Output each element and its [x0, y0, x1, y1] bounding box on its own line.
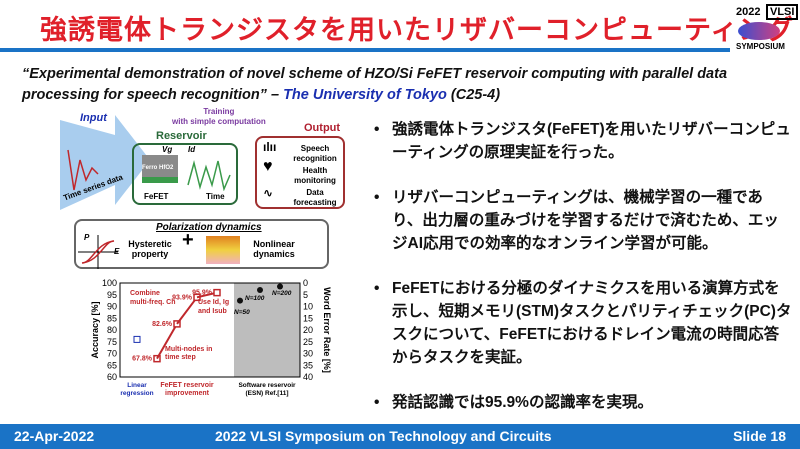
output-label: Output — [304, 122, 341, 134]
accuracy-chart: 10095908580757065600510152025303540Accur… — [90, 278, 332, 397]
y-tick-label: 90 — [107, 302, 117, 312]
fefet-data-label: 67.8% — [132, 356, 153, 363]
annotation: Combine multi-freq. Ch — [130, 290, 176, 306]
affiliation: The University of Tokyo — [283, 87, 447, 103]
training-label: Training with simple computation — [172, 107, 266, 126]
y-tick-label: 80 — [107, 325, 117, 335]
paper-code: (C25-4) — [446, 87, 501, 103]
software-data-label: N=100 — [245, 295, 265, 302]
software-point — [257, 287, 263, 294]
footer-date: 22-Apr-2022 — [14, 428, 95, 444]
annotation: Use Id, Ig and Isub — [198, 299, 229, 315]
nonlinear-label: Nonlinear dynamics — [253, 239, 295, 259]
logo-brand: VLSI — [766, 4, 799, 20]
software-point — [277, 283, 283, 290]
fefet-point — [213, 288, 221, 297]
p-label: P — [84, 233, 90, 242]
linear-point — [133, 335, 141, 343]
vg-label: Vg — [162, 145, 173, 154]
y2-tick-label: 40 — [303, 372, 313, 382]
logo-disk-icon — [738, 22, 780, 40]
bullet-list: 強誘電体トランジスタ(FeFET)を用いたリザバーコンピューティングの原理実証を… — [372, 118, 792, 436]
logo-text: SYMPOSIUM — [736, 42, 785, 51]
title-rule — [0, 48, 730, 52]
current-trace-icon — [187, 160, 231, 191]
hysteresis-icon — [78, 235, 118, 269]
heart-icon: ♥ — [263, 158, 273, 175]
software-data-label: N=50 — [234, 309, 250, 316]
bullet-item: 発話認識では95.9%の認識率を実現。 — [372, 391, 792, 414]
domain-image — [206, 236, 240, 264]
footer-bar: 22-Apr-2022 2022 VLSI Symposium on Techn… — [0, 424, 800, 449]
quote-text: “Experimental demonstration of novel sch… — [22, 66, 728, 103]
y2-tick-label: 0 — [303, 278, 308, 288]
input-arrow-icon — [60, 115, 150, 210]
linear-label: Linear regression — [120, 382, 153, 397]
y-tick-label: 95 — [107, 290, 117, 300]
paper-quote: “Experimental demonstration of novel sch… — [22, 64, 782, 106]
trend-arrow — [156, 323, 178, 360]
annotation: Multi-nodes in time step — [165, 346, 212, 361]
bullet-item: リザバーコンピューティングは、機械学習の一種であり、出力層の重みづけを学習するだ… — [372, 186, 792, 255]
output-health: Health monitoring — [294, 166, 336, 185]
software-region — [234, 283, 300, 377]
output-box: Speech recognition Health monitoring Dat… — [255, 136, 345, 209]
trend-arrow — [176, 296, 198, 325]
input-label: Input — [80, 112, 107, 124]
fefet-data-label: 93.9% — [172, 294, 193, 301]
fefet-point — [173, 320, 181, 328]
fefet-label: FeFET — [144, 192, 169, 201]
reservoir-box: Ferro HfO2 Vg Id FeFET Time — [132, 143, 238, 205]
output-speech: Speech recognition — [293, 144, 337, 163]
time-label: Time — [206, 192, 225, 201]
y2-tick-label: 25 — [303, 337, 313, 347]
y-tick-label: 60 — [107, 372, 117, 382]
reservoir-label: Reservoir — [156, 130, 207, 142]
id-label: Id — [188, 145, 196, 154]
polarization-title: Polarization dynamics — [156, 222, 262, 233]
y2-axis-label: Word Error Rate [%] — [322, 287, 332, 373]
ferro-label: Ferro HfO2 — [142, 165, 174, 171]
plus-icon: + — [182, 229, 194, 251]
y-tick-label: 100 — [102, 278, 117, 288]
fefet-data-label: 95.9% — [192, 290, 213, 297]
y2-tick-label: 30 — [303, 349, 313, 359]
slide-title: 強誘電体トランジスタを用いたリザバーコンピューティング — [40, 15, 795, 45]
chart-wave-icon: ∿ — [263, 186, 274, 200]
hysteretic-label: Hysteretic property — [128, 239, 172, 259]
fefet-device-icon — [142, 155, 178, 183]
y2-tick-label: 15 — [303, 313, 313, 323]
y-tick-label: 85 — [107, 313, 117, 323]
footer-slide-number: Slide 18 — [733, 428, 786, 444]
sound-wave-icon: ılıı — [263, 140, 277, 154]
bullet-item: FeFETにおける分極のダイナミクスを用いる演算方式を示し、短期メモリ(STM)… — [372, 277, 792, 369]
vlsi-logo: 2022 VLSI SYMPOSIUM — [728, 2, 799, 56]
polarization-box: Polarization dynamics P E Hysteretic pro… — [74, 219, 329, 269]
software-group-label: Software reservoir (ESN) Ref.[11] — [238, 382, 296, 397]
software-point — [237, 297, 243, 304]
y-tick-label: 75 — [107, 337, 117, 347]
logo-year: 2022 — [736, 6, 761, 18]
output-forecast: Data forecasting — [293, 188, 337, 207]
figure: Input Time series data Ferro HfO2 Vg Id … — [60, 105, 360, 420]
y2-tick-label: 5 — [303, 290, 308, 300]
plot-frame — [119, 282, 301, 378]
bullet-item: 強誘電体トランジスタ(FeFET)を用いたリザバーコンピューティングの原理実証を… — [372, 118, 792, 164]
y2-tick-label: 20 — [303, 325, 313, 335]
y2-tick-label: 35 — [303, 360, 313, 370]
fefet-group-label: FeFET reservoir improvement — [160, 382, 214, 397]
footer-event: 2022 VLSI Symposium on Technology and Ci… — [215, 428, 552, 444]
y-tick-label: 65 — [107, 360, 117, 370]
fefet-data-label: 82.6% — [152, 321, 173, 328]
y-axis-label: Accuracy [%] — [90, 301, 100, 358]
y-tick-label: 70 — [107, 349, 117, 359]
software-data-label: N=200 — [272, 290, 292, 297]
y2-tick-label: 10 — [303, 302, 313, 312]
